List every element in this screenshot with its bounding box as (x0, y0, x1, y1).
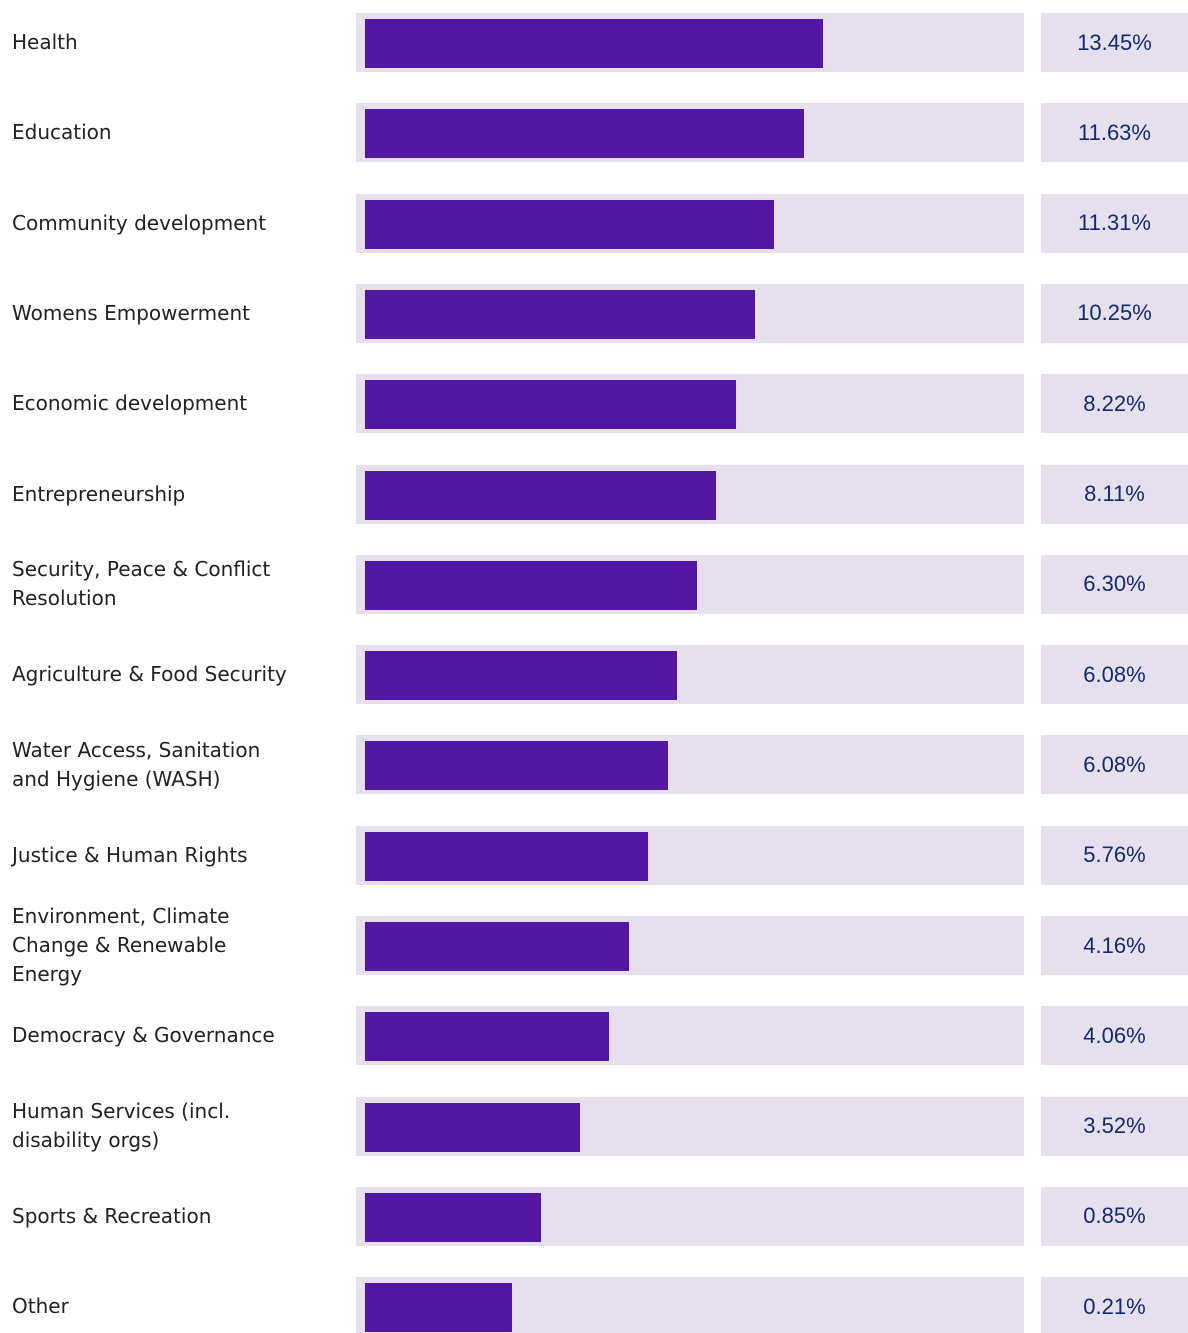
bar-track (356, 735, 1024, 795)
bar-track (356, 193, 1024, 253)
label-line: Water Access, Sanitation (12, 737, 261, 762)
value-label: 10.25% (1041, 283, 1188, 343)
row-label: Human Services (incl. disability orgs) (12, 1097, 352, 1156)
row-label: Justice & Human Rights (12, 826, 352, 885)
bar-track (356, 13, 1024, 72)
bar-track (356, 1277, 1024, 1333)
label-line: disability orgs) (12, 1128, 160, 1153)
row-label: Womens Empowerment (12, 284, 352, 343)
bar-track (356, 1096, 1024, 1156)
row-label: Agriculture & Food Security (12, 645, 352, 704)
value-label: 11.31% (1041, 193, 1188, 253)
label-line: Agriculture & Food Security (12, 662, 287, 687)
value-label: 6.08% (1041, 735, 1188, 795)
value-label: 0.21% (1041, 1277, 1188, 1333)
value-label: 3.52% (1041, 1096, 1188, 1156)
label-line: Other (12, 1294, 69, 1319)
label-line: Environment, Climate (12, 904, 230, 928)
bar-track (356, 283, 1024, 343)
bar-track (356, 825, 1024, 885)
bar (365, 831, 648, 881)
row-label: Community development (12, 194, 352, 253)
label-line: Justice & Human Rights (12, 842, 248, 867)
bar-track (356, 1186, 1024, 1246)
label-line: Energy (12, 962, 83, 986)
bar (365, 651, 677, 701)
row-label: Water Access, Sanitation and Hygiene (WAS… (12, 735, 352, 794)
row-label: Democracy & Governance (12, 1006, 352, 1065)
label-line: Human Services (incl. (12, 1099, 231, 1124)
bar-track (356, 554, 1024, 614)
bar (365, 470, 717, 520)
row-label: Security, Peace & Conflict Resolution (12, 555, 352, 614)
row-label: Economic development (12, 374, 352, 433)
label-line: and Hygiene (WASH) (12, 766, 221, 791)
label-line: Sports & Recreation (12, 1203, 212, 1228)
label-line: Health (12, 30, 78, 54)
row-label: Entrepreneurship (12, 465, 352, 524)
bar-track (356, 645, 1024, 705)
bar-track (356, 464, 1024, 524)
value-label: 4.16% (1041, 916, 1188, 975)
bar (365, 199, 775, 249)
label-line: Entrepreneurship (12, 481, 186, 506)
value-label: 5.76% (1041, 825, 1188, 885)
value-label: 0.85% (1041, 1186, 1188, 1246)
row-label: Education (12, 103, 352, 162)
bar (365, 922, 630, 971)
bar (365, 289, 755, 339)
value-label: 8.11% (1041, 464, 1188, 524)
bar (365, 741, 668, 791)
bar (365, 1283, 513, 1333)
bar-track (356, 916, 1024, 975)
value-label: 6.08% (1041, 645, 1188, 705)
label-line: Womens Empowerment (12, 300, 250, 325)
value-label: 4.06% (1041, 1006, 1188, 1066)
value-label: 13.45% (1041, 13, 1188, 72)
bar (365, 109, 805, 159)
label-line: Security, Peace & Conflict (12, 557, 271, 582)
bar (365, 1102, 580, 1152)
label-line: Community development (12, 210, 267, 235)
row-label: Environment, Climate Change & Renewable En… (12, 904, 352, 986)
label-line: Democracy & Governance (12, 1023, 275, 1048)
bar (365, 1192, 542, 1242)
label-line: Change & Renewable (12, 933, 227, 957)
label-line: Resolution (12, 586, 117, 611)
label-line: Education (12, 120, 112, 145)
value-label: 8.22% (1041, 374, 1188, 434)
bar-track (356, 103, 1024, 163)
row-label: Health (12, 13, 352, 72)
bar (365, 380, 737, 430)
value-label: 6.30% (1041, 554, 1188, 614)
bar (365, 19, 823, 68)
bar-track (356, 1006, 1024, 1066)
value-label: 11.63% (1041, 103, 1188, 163)
row-label: Other (12, 1277, 352, 1333)
bar-track (356, 374, 1024, 434)
bar (365, 1012, 610, 1062)
bar (365, 560, 697, 610)
label-line: Economic development (12, 391, 248, 416)
row-label: Sports & Recreation (12, 1187, 352, 1246)
